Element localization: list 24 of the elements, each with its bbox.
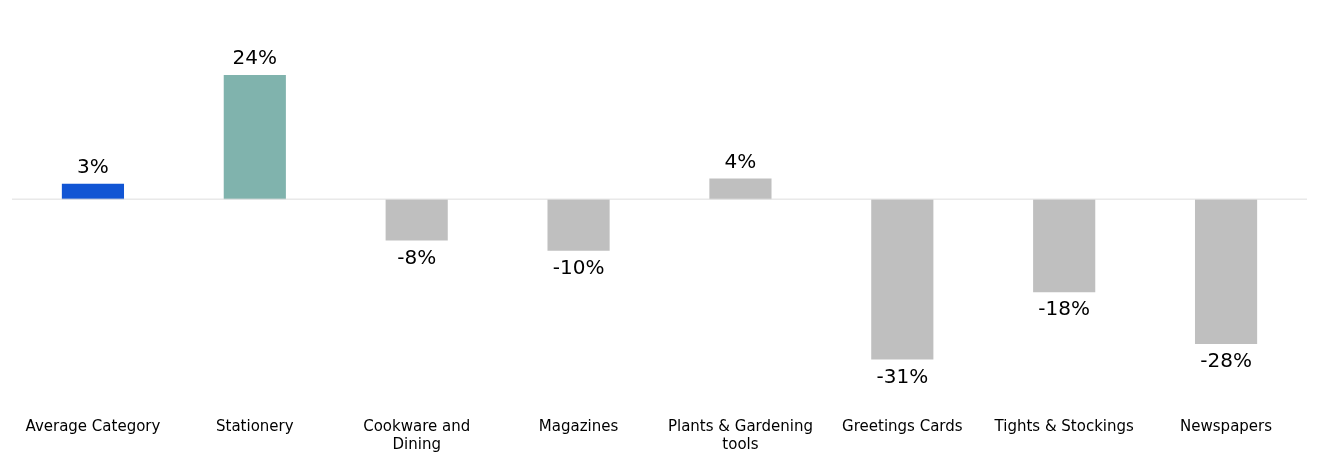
- data-label: -10%: [552, 255, 605, 280]
- x-tick-label: Newspapers: [1180, 416, 1273, 435]
- data-label: 24%: [232, 45, 278, 70]
- data-label: 4%: [724, 148, 757, 173]
- data-label: -28%: [1200, 348, 1252, 373]
- data-label: -8%: [397, 244, 437, 269]
- x-tick-label: Stationery: [216, 416, 294, 435]
- x-tick-label: Tights & Stockings: [993, 416, 1135, 435]
- x-tick-label: Magazines: [538, 416, 619, 435]
- bar: [871, 199, 934, 360]
- data-label: -18%: [1038, 296, 1091, 321]
- x-tick-label: Greetings Cards: [842, 416, 963, 435]
- bar: [547, 199, 610, 251]
- bar: [1033, 199, 1096, 293]
- data-label: 3%: [77, 153, 109, 178]
- bar: [223, 75, 286, 200]
- bar: [385, 199, 448, 241]
- x-tick-label: Plants & Gardening tools: [667, 416, 813, 453]
- bar: [709, 178, 772, 200]
- x-tick-label: Cookware and Dining: [363, 416, 471, 453]
- data-label: -31%: [876, 363, 929, 388]
- bar: [61, 183, 125, 200]
- bar: [1194, 199, 1258, 344]
- x-tick-label: Average Category: [25, 416, 161, 435]
